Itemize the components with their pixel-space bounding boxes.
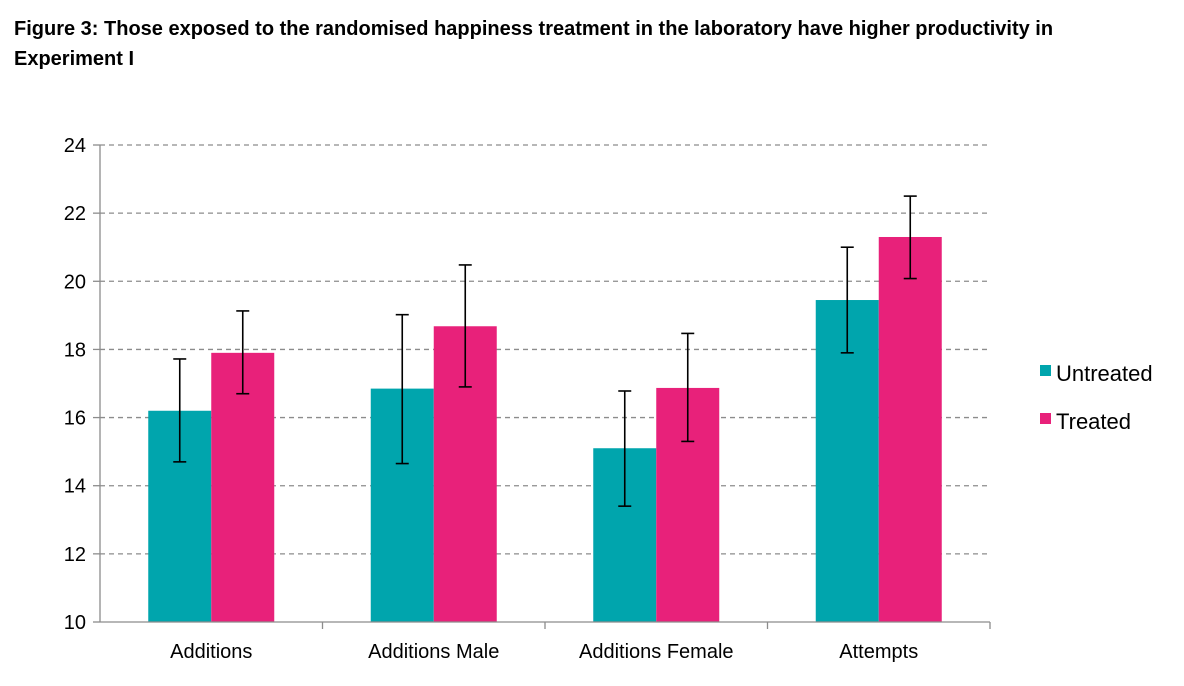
legend: Untreated Treated: [1040, 361, 1153, 434]
error-bars: [173, 195, 917, 507]
y-tick-label: 22: [64, 203, 86, 225]
y-tick-label: 10: [64, 612, 86, 634]
legend-swatch-untreated: [1040, 365, 1051, 376]
y-tick-label: 12: [64, 544, 86, 566]
legend-label-treated: Treated: [1056, 409, 1131, 434]
bar-treated-3: [878, 236, 942, 622]
bar-treated-0: [211, 352, 275, 622]
y-tick-label: 24: [64, 135, 86, 157]
legend-label-untreated: Untreated: [1056, 361, 1153, 386]
y-tick-label: 14: [64, 476, 86, 498]
x-tick-label: Additions: [170, 641, 252, 663]
legend-swatch-treated: [1040, 413, 1051, 424]
y-tick-label: 16: [64, 408, 86, 430]
axes: 10 12 14 16 18 20 22 24 Additions Additions Male A…: [64, 135, 991, 663]
x-tick-label: Additions Female: [579, 641, 734, 663]
chart-title: Figure 3: Those exposed to the randomise…: [14, 18, 1054, 70]
x-tick-label: Attempts: [839, 641, 918, 663]
bar-untreated-3: [815, 300, 879, 622]
bars: [148, 236, 942, 622]
y-tick-label: 18: [64, 339, 86, 361]
x-tick-label: Additions Male: [368, 641, 499, 663]
y-tick-label: 20: [64, 271, 86, 293]
